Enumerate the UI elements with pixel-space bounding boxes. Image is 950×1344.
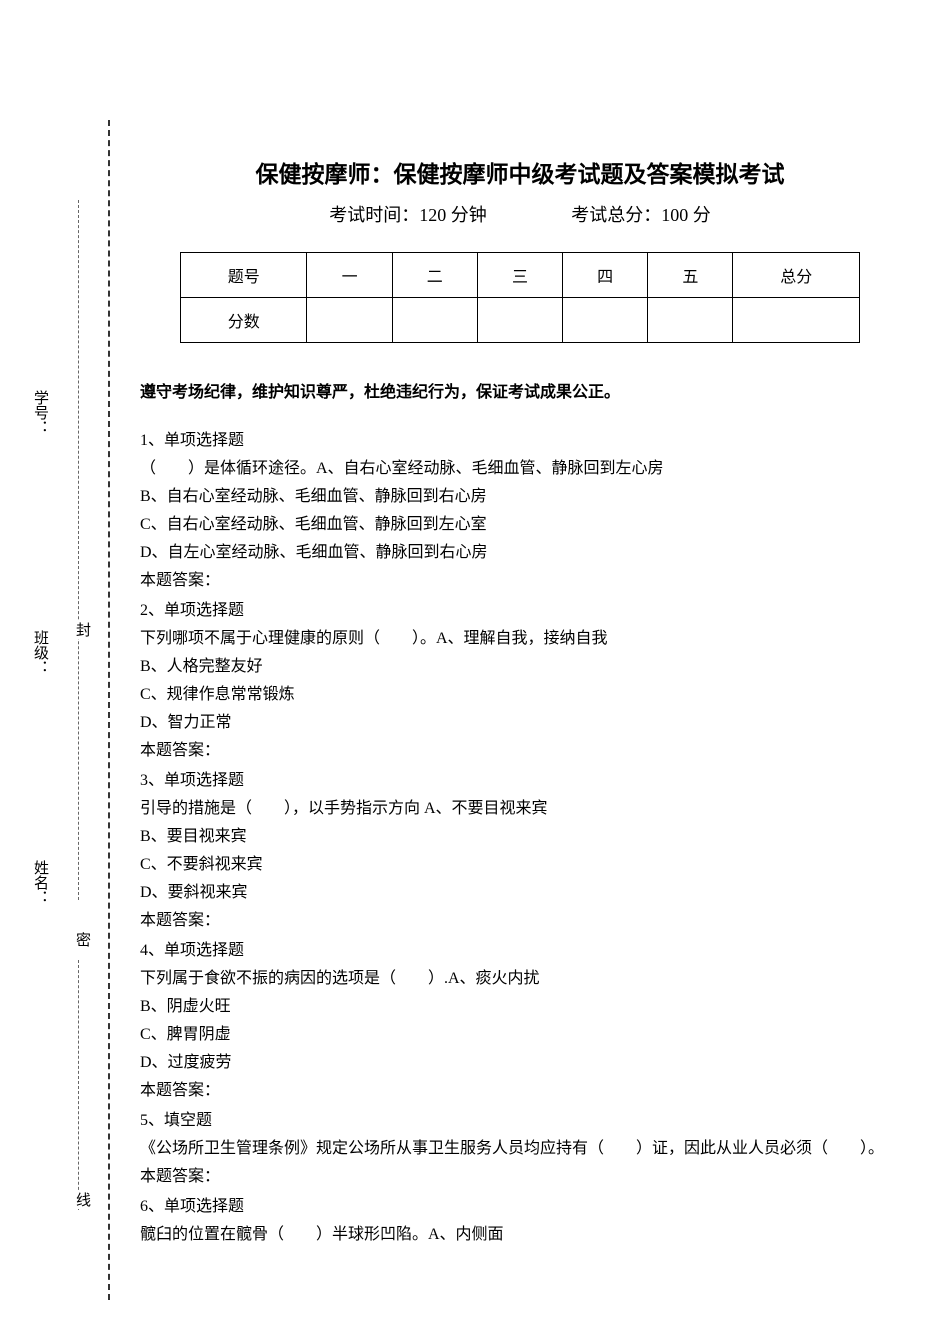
- question-stem: （ ）是体循环途径。A、自右心室经动脉、毛细血管、静脉回到左心房: [140, 455, 900, 483]
- question-number: 5、填空题: [140, 1107, 900, 1135]
- question-option: C、不要斜视来宾: [140, 851, 900, 879]
- question-stem: 引导的措施是（ ），以手势指示方向 A、不要目视来宾: [140, 795, 900, 823]
- question-number: 6、单项选择题: [140, 1193, 900, 1221]
- question-stem: 髋臼的位置在髋骨（ ）半球形凹陷。A、内侧面: [140, 1221, 900, 1249]
- label-student-id: 学号：: [30, 390, 51, 435]
- table-col-5: 五: [648, 253, 733, 298]
- table-score-row: 分数: [181, 298, 860, 343]
- question-stem: 下列哪项不属于心理健康的原则（ ）。A、理解自我，接纳自我: [140, 625, 900, 653]
- question-5: 5、填空题《公场所卫生管理条例》规定公场所从事卫生服务人员均应持有（ ）证，因此…: [140, 1107, 900, 1191]
- question-1: 1、单项选择题（ ）是体循环途径。A、自右心室经动脉、毛细血管、静脉回到左心房B…: [140, 427, 900, 595]
- question-option: D、过度疲劳: [140, 1049, 900, 1077]
- question-option: B、要目视来宾: [140, 823, 900, 851]
- exam-total: 考试总分：100 分: [571, 205, 711, 225]
- question-option: B、自右心室经动脉、毛细血管、静脉回到右心房: [140, 483, 900, 511]
- question-option: D、要斜视来宾: [140, 879, 900, 907]
- table-score-header: 分数: [181, 298, 307, 343]
- seal-char-feng: 封: [72, 620, 93, 639]
- question-answer-label: 本题答案：: [140, 907, 900, 935]
- question-3: 3、单项选择题引导的措施是（ ），以手势指示方向 A、不要目视来宾B、要目视来宾…: [140, 767, 900, 935]
- table-col-2: 二: [392, 253, 477, 298]
- question-2: 2、单项选择题下列哪项不属于心理健康的原则（ ）。A、理解自我，接纳自我B、人格…: [140, 597, 900, 765]
- question-option: B、人格完整友好: [140, 653, 900, 681]
- table-score-total: [733, 298, 860, 343]
- exam-time: 考试时间：120 分钟: [329, 205, 487, 225]
- question-answer-label: 本题答案：: [140, 737, 900, 765]
- question-number: 1、单项选择题: [140, 427, 900, 455]
- label-class: 班级：: [30, 630, 51, 675]
- question-4: 4、单项选择题下列属于食欲不振的病因的选项是（ ）.A、痰火内扰B、阴虚火旺C、…: [140, 937, 900, 1105]
- questions-container: 1、单项选择题（ ）是体循环途径。A、自右心室经动脉、毛细血管、静脉回到左心房B…: [140, 427, 900, 1249]
- table-score-4: [563, 298, 648, 343]
- question-number: 4、单项选择题: [140, 937, 900, 965]
- question-answer-label: 本题答案：: [140, 1077, 900, 1105]
- exam-title: 保健按摩师：保健按摩师中级考试题及答案模拟考试: [140, 155, 900, 189]
- question-6: 6、单项选择题髋臼的位置在髋骨（ ）半球形凹陷。A、内侧面: [140, 1193, 900, 1249]
- question-option: C、脾胃阴虚: [140, 1021, 900, 1049]
- table-row-header: 题号: [181, 253, 307, 298]
- exam-instruction: 遵守考场纪律，维护知识尊严，杜绝违纪行为，保证考试成果公正。: [140, 378, 900, 402]
- table-score-2: [392, 298, 477, 343]
- question-stem: 《公场所卫生管理条例》规定公场所从事卫生服务人员均应持有（ ）证，因此从业人员必…: [140, 1135, 900, 1163]
- question-answer-label: 本题答案：: [140, 1163, 900, 1191]
- question-option: B、阴虚火旺: [140, 993, 900, 1021]
- table-col-1: 一: [307, 253, 392, 298]
- table-col-total: 总分: [733, 253, 860, 298]
- question-number: 3、单项选择题: [140, 767, 900, 795]
- table-header-row: 题号 一 二 三 四 五 总分: [181, 253, 860, 298]
- question-number: 2、单项选择题: [140, 597, 900, 625]
- table-col-4: 四: [563, 253, 648, 298]
- table-score-1: [307, 298, 392, 343]
- seal-char-xian: 线: [72, 1190, 93, 1209]
- exam-info: 考试时间：120 分钟 考试总分：100 分: [140, 201, 900, 227]
- table-score-3: [477, 298, 562, 343]
- label-name: 姓名：: [30, 860, 51, 905]
- main-content: 保健按摩师：保健按摩师中级考试题及答案模拟考试 考试时间：120 分钟 考试总分…: [140, 155, 900, 1251]
- question-option: C、自右心室经动脉、毛细血管、静脉回到左心室: [140, 511, 900, 539]
- seal-char-mi: 密: [72, 930, 93, 949]
- table-score-5: [648, 298, 733, 343]
- dashed-line-outer-1: [78, 200, 79, 900]
- question-option: C、规律作息常常锻炼: [140, 681, 900, 709]
- question-option: D、智力正常: [140, 709, 900, 737]
- sidebar-binding-area: 学号： 班级： 姓名： 密 封 线: [0, 0, 120, 1344]
- question-answer-label: 本题答案：: [140, 567, 900, 595]
- table-col-3: 三: [477, 253, 562, 298]
- question-option: D、自左心室经动脉、毛细血管、静脉回到右心房: [140, 539, 900, 567]
- question-stem: 下列属于食欲不振的病因的选项是（ ）.A、痰火内扰: [140, 965, 900, 993]
- inner-dashed-line: [108, 120, 110, 1300]
- score-table: 题号 一 二 三 四 五 总分 分数: [180, 252, 860, 343]
- dashed-line-outer-2: [78, 960, 79, 1210]
